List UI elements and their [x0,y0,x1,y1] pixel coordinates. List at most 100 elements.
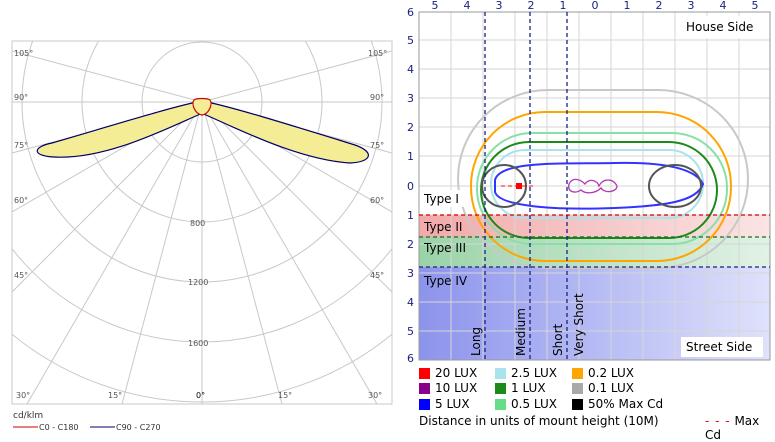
swatch [495,367,506,379]
swatch [572,382,583,394]
legend-1-lux: 1 LUX [495,381,546,395]
y-tick: 2 [407,121,414,134]
y-tick: 2 [407,238,414,251]
legend-label: 10 LUX [435,381,478,395]
x-tick: 4 [464,0,471,12]
y-tick: 4 [407,63,414,76]
legend-50pct-max-cd: 50% Max Cd [572,397,663,411]
y-tick: 3 [407,267,414,280]
angle-label: 75° [370,141,384,150]
y-tick: 5 [407,34,414,47]
contour-0-5-lux [476,132,728,245]
legend-0-2-lux: 0.2 LUX [572,366,634,380]
angle-label: 90° [14,93,28,102]
angle-label: 105° [368,49,387,58]
x-ticks: 5 4 3 2 1 0 1 2 3 4 5 [432,0,759,12]
angle-label: 30° [16,391,30,400]
isolux-frame [418,11,771,361]
max-cd-legend: - - - Max Cd [705,414,775,442]
contour-10-lux [568,178,618,194]
isolux-grid [419,12,770,360]
x-tick: 5 [752,0,759,12]
units-label: Distance in units of mount height (10M) [419,414,659,428]
c90-legend-label: C90 - C270 [116,423,161,432]
y-tick: 3 [407,92,414,105]
type-iv-label: Type IV [423,274,468,288]
isolux-plot: 6 5 4 3 2 1 0 1 2 3 4 5 6 5 4 3 2 1 0 1 … [407,0,771,365]
swatch [572,367,583,379]
very-short-label: Very Short [572,293,586,356]
y-ticks: 6 5 4 3 2 1 0 1 2 3 4 5 6 [407,6,414,365]
legend-0-1-lux: 0.1 LUX [572,381,634,395]
legend-0-5-lux: 0.5 LUX [495,397,557,411]
y-tick: 1 [407,150,414,163]
type-ii-zone [419,215,770,237]
type-i-box [421,190,465,207]
angle-label: 45° [14,271,28,280]
angle-label: 0° [196,391,205,400]
y-tick: 5 [407,325,414,338]
contour-5-lux [494,161,705,210]
isolux-contours [457,89,749,269]
swatch [419,382,430,394]
swatch [572,398,583,410]
street-side-box [681,337,763,357]
legend-label: 0.5 LUX [511,397,557,411]
boundary-lines [419,12,770,360]
swatch [419,398,430,410]
x-tick: 5 [432,0,439,12]
legend-label: 1 LUX [511,381,546,395]
angle-label: 75° [14,141,28,150]
long-label: Long [469,327,483,356]
contour-0-2-lux [470,111,732,262]
unit-label: cd/klm [13,411,43,421]
house-side-box [683,16,767,38]
radial-label: 1600 [188,339,208,348]
y-tick: 1 [407,209,414,222]
street-side-label: Street Side [686,340,752,354]
radial-label: 1200 [188,278,208,287]
type-iii-label: Type III [423,241,466,255]
legend-5-lux: 5 LUX [419,397,470,411]
type-i-label: Type I [423,192,459,206]
angle-label: 45° [370,271,384,280]
house-side-label: House Side [686,20,753,34]
y-tick: 6 [407,352,414,365]
polar-candela-diagram: 105° 90° 75° 60° 45° 30° 15° 105° 90° 75… [11,40,393,432]
legend-10-lux: 10 LUX [419,381,477,395]
angle-label: 105° [14,49,33,58]
contour-50pct-right [648,164,702,208]
angle-label: 90° [370,93,384,102]
legend-label: 0.2 LUX [588,366,634,380]
c0-c180-curve [192,97,212,116]
y-tick: 4 [407,296,414,309]
x-tick: 1 [624,0,631,12]
x-tick: 2 [656,0,663,12]
x-tick: 2 [528,0,535,12]
x-tick: 0 [592,0,599,12]
legend-label: 20 LUX [435,366,478,380]
swatch [419,367,430,379]
legend-label: 50% Max Cd [588,397,664,411]
isolux-chart: 6 5 4 3 2 1 0 1 2 3 4 5 6 5 4 3 2 1 0 1 … [405,0,775,442]
y-tick: 6 [407,6,414,19]
type-iii-zone [419,237,770,267]
x-tick: 4 [720,0,727,12]
contour-0-1-lux [457,89,749,269]
legend-label: 2.5 LUX [511,366,557,380]
angle-label: 15° [108,391,122,400]
swatch [495,398,506,410]
contour-1-lux [480,141,718,239]
short-label: Short [551,324,565,356]
angle-label: 30° [368,391,382,400]
swatch [495,382,506,394]
legend-label: 0.1 LUX [588,381,634,395]
legend-2-5-lux: 2.5 LUX [495,366,557,380]
legend-label: 5 LUX [435,397,470,411]
legend-20-lux: 20 LUX [419,366,477,380]
max-cd-dash: - - - [705,414,731,428]
c0-legend-label: C0 - C180 [39,423,79,432]
x-tick: 3 [496,0,503,12]
medium-label: Medium [514,308,528,356]
y-tick: 0 [407,180,414,193]
